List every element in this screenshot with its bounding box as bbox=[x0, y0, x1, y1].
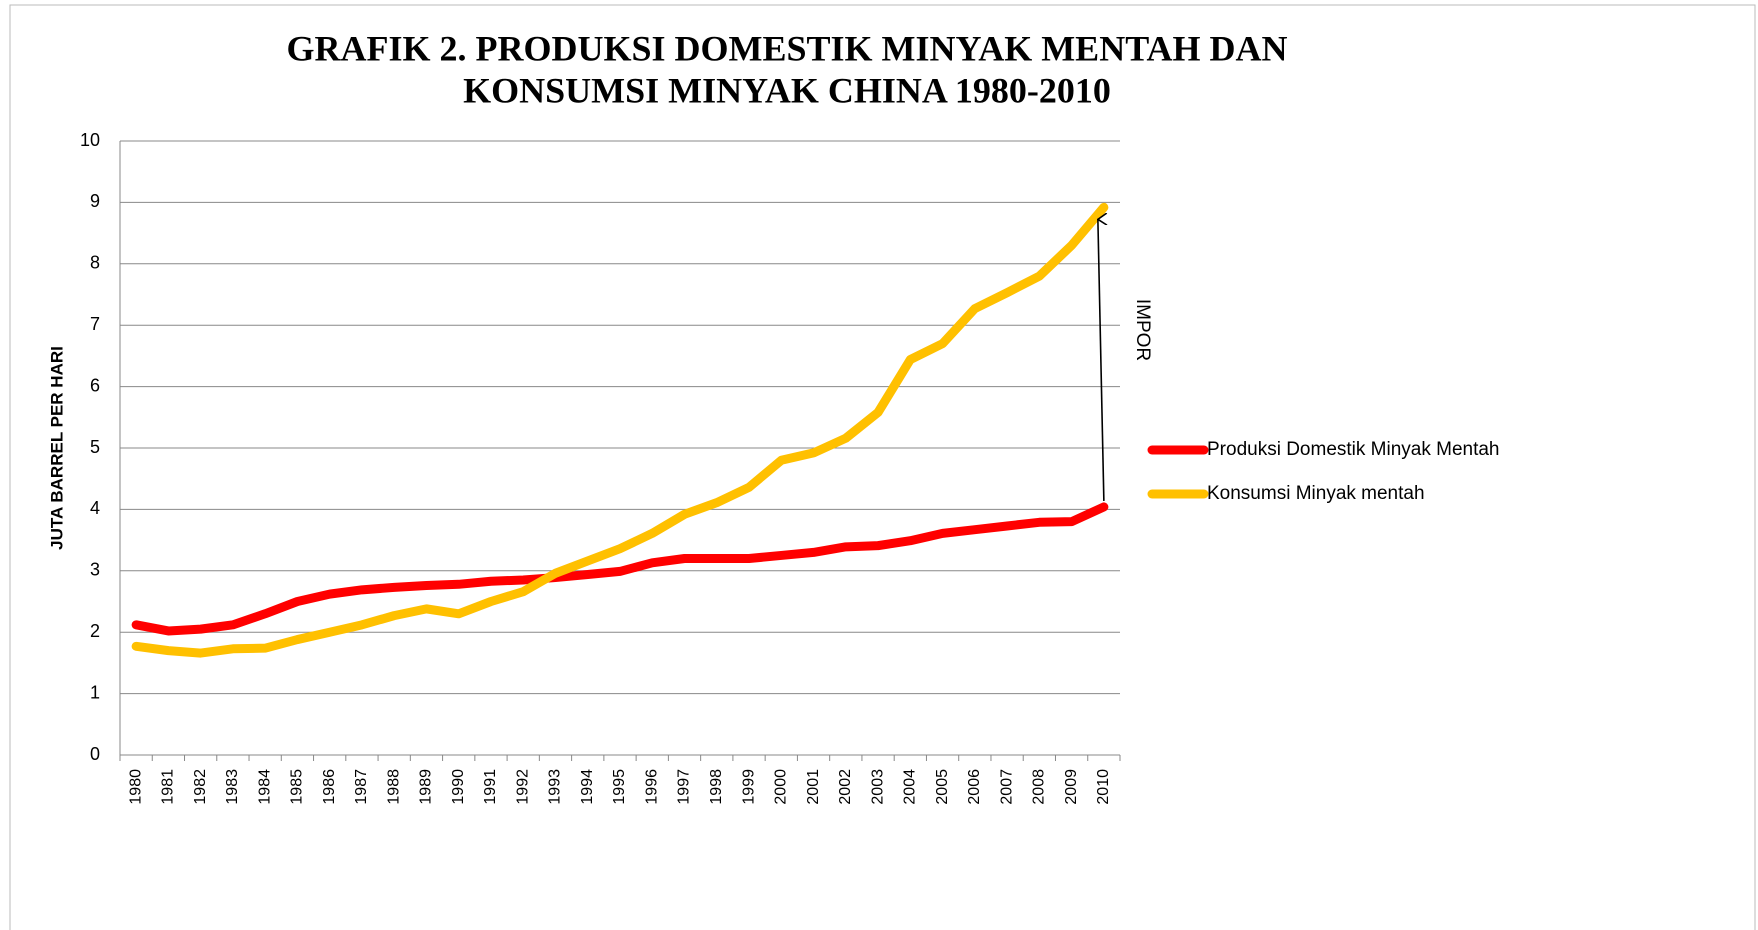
x-tick-label: 2006 bbox=[966, 769, 983, 805]
y-tick-label: 10 bbox=[80, 130, 100, 150]
x-tick-label: 2007 bbox=[998, 769, 1015, 805]
y-tick-label: 9 bbox=[90, 191, 100, 211]
y-tick-label: 3 bbox=[90, 560, 100, 580]
annotation: IMPOR bbox=[1132, 299, 1153, 361]
x-tick-label: 1986 bbox=[321, 769, 338, 805]
y-tick-label: 6 bbox=[90, 375, 100, 395]
x-tick-label: 1991 bbox=[482, 769, 499, 805]
x-tick-label: 1997 bbox=[676, 769, 693, 805]
x-tick-label: 1989 bbox=[418, 769, 435, 805]
x-tick-label: 1980 bbox=[127, 769, 144, 805]
x-tick-label: 2010 bbox=[1095, 769, 1112, 805]
legend-label: Konsumsi Minyak mentah bbox=[1207, 483, 1425, 504]
x-tick-label: 2000 bbox=[773, 769, 790, 805]
y-tick-label: 4 bbox=[90, 498, 100, 518]
x-tick-label: 2004 bbox=[902, 769, 919, 805]
frame bbox=[9, 4, 1756, 930]
x-tick-label: 1985 bbox=[289, 769, 306, 805]
x-tick-label: 2001 bbox=[805, 769, 822, 805]
x-tick-label: 1998 bbox=[708, 769, 725, 805]
y-tick-label: 5 bbox=[90, 437, 100, 457]
annotation-arrow bbox=[1098, 219, 1104, 501]
x-tick-label: 1999 bbox=[740, 769, 757, 805]
legend-label: Produksi Domestik Minyak Mentah bbox=[1207, 439, 1500, 460]
x-tick-label: 1981 bbox=[160, 769, 177, 805]
x-tick-label: 1993 bbox=[547, 769, 564, 805]
x-tick-label: 1990 bbox=[450, 769, 467, 805]
y-tick-label: 0 bbox=[90, 744, 100, 764]
series-line bbox=[131, 502, 1109, 636]
x-tick-label: 2008 bbox=[1031, 769, 1048, 805]
x-tick-label: 1987 bbox=[353, 769, 370, 805]
y-tick-label: 7 bbox=[90, 314, 100, 334]
series-line bbox=[131, 202, 1109, 658]
y-axis-label: JUTA BARREL PER HARI bbox=[47, 346, 66, 550]
x-tick-label: 1983 bbox=[224, 769, 241, 805]
y-tick-label: 8 bbox=[90, 253, 100, 273]
x-tick-label: 2003 bbox=[869, 769, 886, 805]
chart-title: GRAFIK 2. PRODUKSI DOMESTIK MINYAK MENTA… bbox=[286, 28, 1287, 68]
x-tick-label: 1992 bbox=[514, 769, 531, 805]
x-tick-label: 1994 bbox=[579, 769, 596, 805]
x-tick-label: 1996 bbox=[643, 769, 660, 805]
y-tick-label: 1 bbox=[90, 682, 100, 702]
x-tick-label: 2009 bbox=[1063, 769, 1080, 805]
chart-title: KONSUMSI MINYAK CHINA 1980-2010 bbox=[463, 70, 1111, 110]
x-tick-label: 1995 bbox=[611, 769, 628, 805]
x-tick-label: 2002 bbox=[837, 769, 854, 805]
x-tick-label: 2005 bbox=[934, 769, 951, 805]
x-tick-label: 1982 bbox=[192, 769, 209, 805]
x-tick-label: 1988 bbox=[385, 769, 402, 805]
x-tick-label: 1984 bbox=[256, 769, 273, 805]
y-tick-label: 2 bbox=[90, 621, 100, 641]
